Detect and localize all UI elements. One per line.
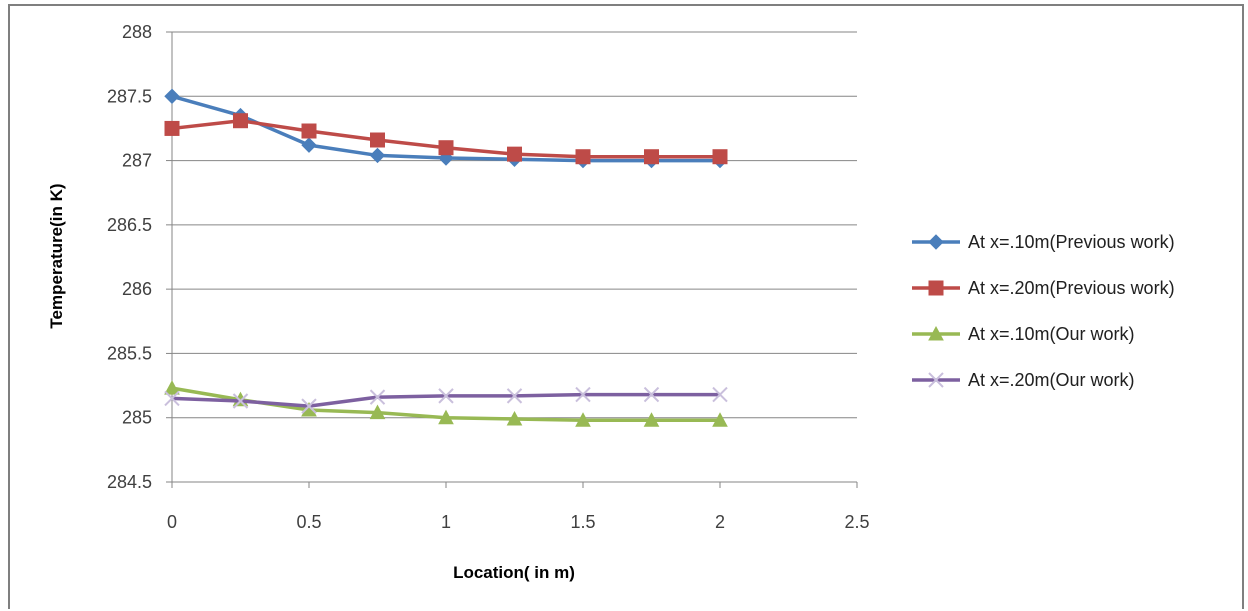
- data-point: [575, 412, 591, 427]
- data-point: [438, 140, 454, 156]
- y-tick-label: 284.5: [107, 472, 152, 492]
- y-tick-label: 287.5: [107, 86, 152, 106]
- marker-stroke: [164, 390, 180, 407]
- x-tick-label: 2: [715, 512, 725, 532]
- y-axis-title: Temperature(in K): [47, 183, 66, 328]
- data-point: [643, 386, 660, 403]
- x-tick-label: 1.5: [570, 512, 595, 532]
- legend: At x=.10m(Previous work) At x=.20m(Previo…: [912, 232, 1175, 390]
- data-point: [369, 389, 386, 405]
- x-tick-label: 0.5: [296, 512, 321, 532]
- data-point: [301, 123, 317, 139]
- data-point: [575, 149, 591, 165]
- legend-entry: At x=.10m(Our work): [912, 324, 1135, 344]
- x-tick-label: 2.5: [844, 512, 869, 532]
- data-point: [232, 393, 249, 409]
- y-tick-label: 286: [122, 279, 152, 299]
- data-point: [370, 132, 385, 148]
- y-tick-label: 285.5: [107, 343, 152, 363]
- marker-stroke: [301, 398, 317, 414]
- legend-entry: At x=.20m(Previous work): [912, 278, 1175, 298]
- data-point: [507, 146, 522, 162]
- data-point: [301, 137, 317, 153]
- legend-label: At x=.20m(Previous work): [968, 278, 1175, 298]
- gridlines: [172, 31, 857, 419]
- marker-stroke: [369, 389, 386, 405]
- x-tick-labels: 0 0.5 1 1.5 2 2.5: [167, 512, 870, 532]
- data-point: [438, 388, 454, 404]
- y-tick-label: 285: [122, 408, 152, 428]
- legend-entry: At x=.20m(Our work): [912, 370, 1135, 390]
- marker-stroke: [438, 388, 454, 404]
- data-point: [164, 120, 180, 136]
- data-point: [233, 113, 248, 129]
- data-point: [506, 410, 523, 426]
- legend-marker: [928, 325, 944, 341]
- data-point: [712, 412, 728, 427]
- legend-label: At x=.20m(Our work): [968, 370, 1135, 390]
- data-point: [712, 149, 728, 165]
- legend-marker: [928, 280, 944, 296]
- chart-frame: [8, 4, 1244, 609]
- legend-marker: [928, 234, 944, 250]
- marker-stroke: [928, 372, 944, 388]
- data-point: [644, 149, 659, 165]
- axes: [166, 31, 858, 488]
- marker-stroke: [232, 393, 249, 409]
- data-point: [369, 147, 386, 164]
- legend-label: At x=.10m(Our work): [968, 324, 1135, 344]
- series-lines: [164, 88, 728, 427]
- marker-stroke: [575, 386, 591, 403]
- data-point: [712, 386, 728, 403]
- x-tick-label: 0: [167, 512, 177, 532]
- marker-stroke: [712, 386, 728, 403]
- data-point: [438, 409, 454, 425]
- marker-stroke: [643, 386, 660, 403]
- data-point: [575, 386, 591, 403]
- legend-marker: [928, 372, 944, 388]
- x-tick-label: 1: [441, 512, 451, 532]
- data-point: [164, 88, 180, 104]
- y-tick-label: 287: [122, 151, 152, 171]
- legend-entry: At x=.10m(Previous work): [912, 232, 1175, 252]
- x-axis-title: Location( in m): [453, 563, 575, 582]
- data-point: [369, 404, 386, 420]
- y-tick-label: 286.5: [107, 215, 152, 235]
- data-point: [301, 398, 317, 414]
- y-tick-label: 288: [122, 22, 152, 42]
- y-tick-labels: 284.5 285 285.5 286 286.5 287 287.5 288: [107, 22, 152, 492]
- data-point: [643, 412, 660, 427]
- data-point: [164, 390, 180, 407]
- data-point: [164, 380, 180, 395]
- marker-stroke: [506, 388, 523, 404]
- data-point: [506, 388, 523, 404]
- legend-label: At x=.10m(Previous work): [968, 232, 1175, 252]
